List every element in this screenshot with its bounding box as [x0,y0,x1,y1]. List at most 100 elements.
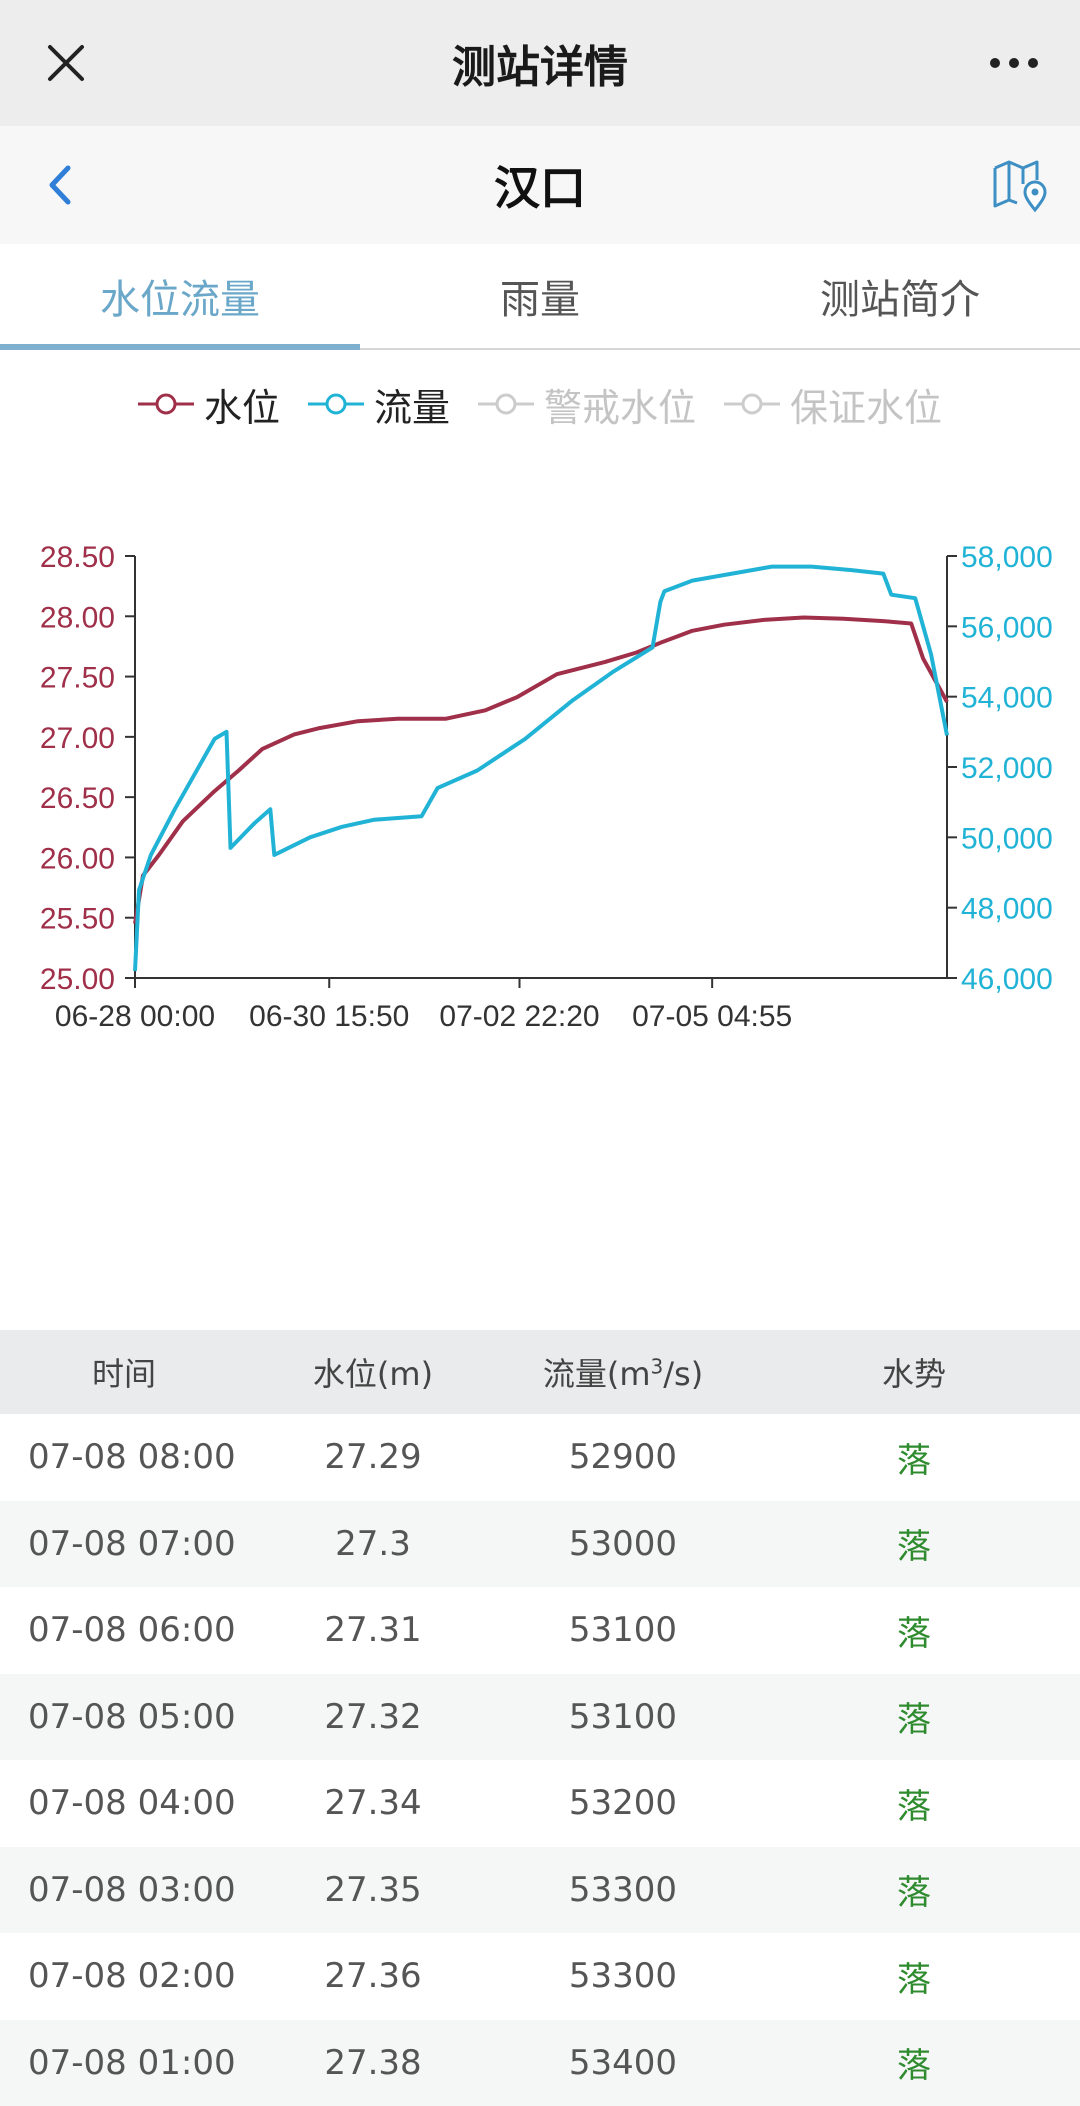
legend-line-icon [138,392,194,416]
legend-item-guarantee-level[interactable]: 保证水位 [724,377,942,432]
cell-flow: 53100 [498,1697,748,1737]
legend-item-water-level[interactable]: 水位 [138,377,280,432]
y-left-tick-label: 28.00 [40,601,115,634]
cell-trend: 落 [748,1865,1080,1914]
station-header: 汉口 [0,126,1080,244]
header-flow: 流量(m3/s) [498,1349,748,1395]
y-right-tick-label: 50,000 [961,822,1053,855]
cell-water-level: 27.29 [248,1437,498,1477]
cell-water-level: 27.38 [248,2043,498,2083]
back-button[interactable] [30,155,90,215]
y-left-tick-label: 27.00 [40,722,115,755]
legend-label: 保证水位 [790,377,942,432]
cell-time: 07-08 07:00 [0,1524,248,1564]
x-tick-label: 07-02 22:20 [439,1000,599,1033]
y-right-tick-label: 58,000 [961,541,1053,574]
station-name: 汉口 [494,152,586,218]
more-icon [987,55,1041,71]
y-right-tick-label: 48,000 [961,893,1053,926]
tab-rainfall[interactable]: 雨量 [360,244,720,348]
y-right-tick-label: 52,000 [961,752,1053,785]
map-pin-icon [991,156,1049,214]
x-tick-label: 06-28 00:00 [55,1000,215,1033]
cell-water-level: 27.36 [248,1956,498,1996]
map-button[interactable] [990,155,1050,215]
flow-series-line [135,567,947,971]
cell-water-level: 27.32 [248,1697,498,1737]
x-tick-label: 06-30 15:50 [249,1000,409,1033]
close-icon [44,41,88,85]
header-flow-suffix: /s) [663,1355,703,1393]
cell-flow: 52900 [498,1437,748,1477]
cell-time: 07-08 02:00 [0,1956,248,1996]
cell-flow: 53400 [498,2043,748,2083]
y-left-tick-label: 26.50 [40,782,115,815]
cell-time: 07-08 08:00 [0,1437,248,1477]
cell-flow: 53000 [498,1524,748,1564]
page-title: 测站详情 [452,31,628,95]
legend-line-icon [308,392,364,416]
cell-time: 07-08 06:00 [0,1610,248,1650]
legend-item-warning-level[interactable]: 警戒水位 [478,377,696,432]
tab-water-level-flow[interactable]: 水位流量 [0,244,360,348]
tab-station-intro[interactable]: 测站简介 [720,244,1080,348]
x-tick-label: 07-05 04:55 [632,1000,792,1033]
close-button[interactable] [36,33,96,93]
cell-time: 07-08 05:00 [0,1697,248,1737]
header-time: 时间 [0,1349,248,1395]
y-right-tick-label: 56,000 [961,611,1053,644]
legend-item-flow[interactable]: 流量 [308,377,450,432]
cell-time: 07-08 01:00 [0,2043,248,2083]
cell-water-level: 27.34 [248,1783,498,1823]
active-tab-indicator [0,344,360,350]
cell-water-level: 27.35 [248,1870,498,1910]
cell-flow: 53300 [498,1870,748,1910]
y-left-tick-label: 25.50 [40,903,115,936]
cell-trend: 落 [748,1519,1080,1568]
header-water-level: 水位(m) [248,1349,498,1395]
top-nav-bar: 测站详情 [0,0,1080,126]
legend-label: 水位 [204,377,280,432]
legend-line-icon [478,392,534,416]
chart-svg: 25.0025.5026.0026.5027.0027.5028.0028.50… [0,458,1080,1330]
table-header: 时间 水位(m) 流量(m3/s) 水势 [0,1330,1080,1414]
cell-trend: 落 [748,2038,1080,2087]
cell-time: 07-08 04:00 [0,1783,248,1823]
cell-flow: 53300 [498,1956,748,1996]
y-left-tick-label: 27.50 [40,662,115,695]
y-right-tick-label: 46,000 [961,963,1053,996]
cell-water-level: 27.31 [248,1610,498,1650]
legend-label: 警戒水位 [544,377,696,432]
header-trend: 水势 [748,1349,1080,1395]
cell-trend: 落 [748,1692,1080,1741]
cell-water-level: 27.3 [248,1524,498,1564]
tab-bar: 水位流量 雨量 测站简介 [0,244,1080,350]
cell-flow: 53200 [498,1783,748,1823]
water-level-series-line [135,618,947,924]
header-flow-sup: 3 [651,1354,664,1378]
y-left-tick-label: 28.50 [40,541,115,574]
cell-flow: 53100 [498,1610,748,1650]
y-left-tick-label: 25.00 [40,963,115,996]
cell-trend: 落 [748,1952,1080,2001]
legend-label: 流量 [374,377,450,432]
more-button[interactable] [984,33,1044,93]
cell-trend: 落 [748,1433,1080,1482]
header-flow-prefix: 流量(m [543,1355,651,1393]
cell-trend: 落 [748,1779,1080,1828]
cell-time: 07-08 03:00 [0,1870,248,1910]
cell-trend: 落 [748,1606,1080,1655]
legend-line-icon [724,392,780,416]
y-right-tick-label: 54,000 [961,682,1053,715]
chart-legend: 水位 流量 警戒水位 保证水位 [0,350,1080,458]
